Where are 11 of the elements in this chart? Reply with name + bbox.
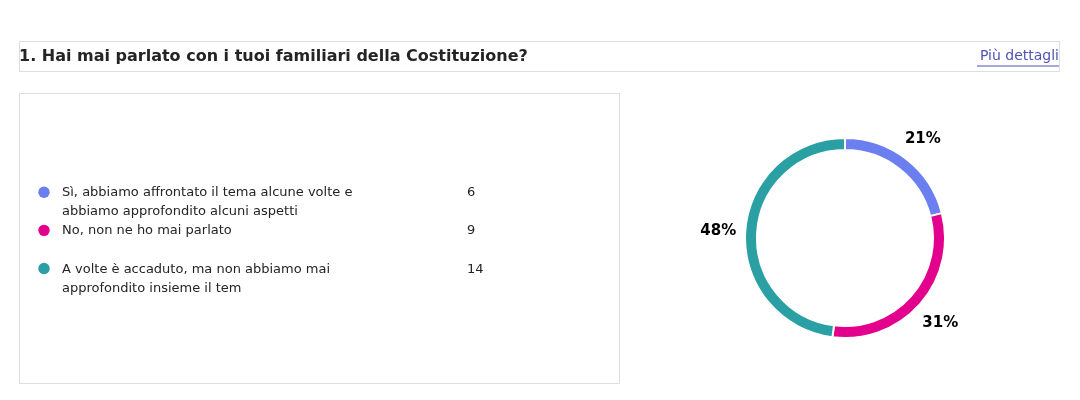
legend-label: No, non ne ho mai parlato: [62, 222, 232, 238]
data-label: 31%: [922, 312, 959, 331]
chart-title: 1. Hai mai parlato con i tuoi familiari della Costituzione?: [19, 46, 528, 65]
data-label: 21%: [904, 128, 941, 147]
text: Più dettagli: [979, 47, 1059, 63]
data-label: 48%: [700, 221, 737, 240]
text: 9: [467, 222, 476, 238]
legend-label: A volte è accaduto, ma non abbiamo mai approfondito insieme il tem: [62, 260, 331, 295]
text: 14: [467, 260, 484, 276]
text: 6: [467, 184, 476, 200]
legend-label: Sì, abbiamo affrontato il tema alcune volte e abbiamo approfondito alcuni aspetti: [62, 184, 353, 219]
